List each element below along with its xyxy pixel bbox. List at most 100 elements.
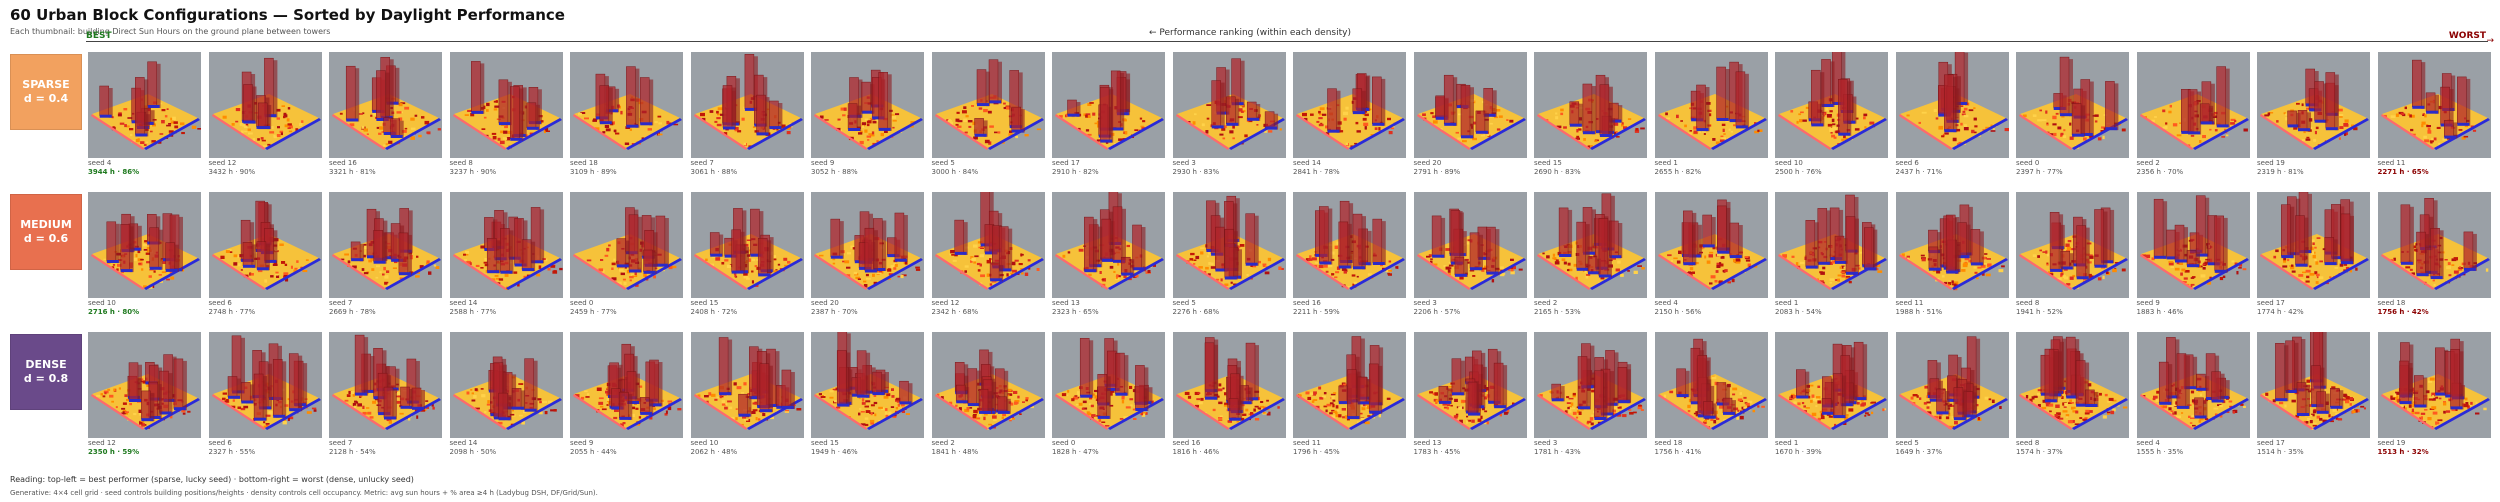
cell-performance-label: 2319 h · 81% [2257, 168, 2304, 176]
cell-performance-label: 2350 h · 59% [88, 448, 140, 456]
cell-performance-label: 1756 h · 42% [2377, 308, 2429, 316]
cell-performance-label: 2342 h · 68% [931, 308, 979, 316]
block-thumbnail [208, 192, 322, 298]
cell-performance-label: 1796 h · 45% [1293, 448, 1340, 456]
cell-seed-label: seed 9 [811, 159, 835, 167]
block-thumbnail [811, 52, 924, 158]
cell-performance-label: 2397 h · 77% [2016, 168, 2063, 176]
cell-seed-label: seed 16 [1172, 439, 1201, 447]
cell-performance-label: 1514 h · 35% [2257, 448, 2304, 456]
config-cell: seed 3 2206 h · 57% [1413, 192, 1527, 317]
footer-generator: Generative: 4×4 cell grid · seed control… [10, 489, 598, 497]
cell-seed-label: seed 3 [1172, 159, 1196, 167]
block-thumbnail [2016, 192, 2129, 298]
page-title: 60 Urban Block Configurations — Sorted b… [10, 6, 565, 24]
block-thumbnail [570, 332, 683, 438]
block-thumbnail [329, 192, 442, 298]
cell-performance-label: 2669 h · 78% [329, 308, 376, 316]
block-thumbnail [2257, 52, 2370, 158]
cell-performance-label: 1781 h · 43% [1534, 448, 1581, 456]
cell-performance-label: 1783 h · 45% [1413, 448, 1461, 456]
config-cell: seed 11 1796 h · 45% [1293, 332, 1406, 457]
cell-performance-label: 2271 h · 65% [2377, 168, 2429, 176]
block-thumbnail [1052, 52, 1165, 158]
cell-seed-label: seed 18 [570, 159, 598, 167]
config-cell: seed 18 3109 h · 89% [570, 52, 683, 177]
cell-seed-label: seed 8 [2016, 299, 2040, 307]
cell-seed-label: seed 14 [1293, 159, 1321, 167]
config-cell: seed 18 1756 h · 41% [1654, 332, 1768, 457]
cell-performance-label: 2276 h · 68% [1172, 308, 1220, 316]
config-cell: seed 3 2930 h · 83% [1172, 52, 1286, 177]
cell-seed-label: seed 4 [2136, 439, 2160, 447]
cell-seed-label: seed 3 [1413, 299, 1437, 307]
config-cell: seed 17 1514 h · 35% [2257, 332, 2370, 457]
block-thumbnail [1534, 192, 1647, 298]
cell-seed-label: seed 9 [570, 439, 594, 447]
block-thumbnail [1895, 52, 2009, 158]
block-thumbnail [2257, 332, 2370, 438]
row-label-name: MEDIUM [20, 218, 72, 231]
cell-seed-label: seed 11 [1293, 439, 1321, 447]
config-cell: seed 5 3000 h · 84% [931, 52, 1045, 177]
arrow-right-icon: → [2486, 36, 2494, 46]
config-cell: seed 8 1941 h · 52% [2016, 192, 2129, 317]
block-thumbnail [88, 332, 201, 438]
cell-performance-label: 3061 h · 88% [690, 168, 738, 176]
row-label-name: SPARSE [22, 78, 70, 91]
cell-seed-label: seed 16 [329, 159, 357, 167]
cell-seed-label: seed 10 [1775, 159, 1803, 167]
block-thumbnail [1775, 192, 1888, 298]
config-cell: seed 3 1781 h · 43% [1534, 332, 1647, 457]
cell-seed-label: seed 14 [449, 299, 478, 307]
cell-seed-label: seed 15 [811, 439, 839, 447]
block-thumbnail [2257, 192, 2370, 298]
cell-performance-label: 2055 h · 44% [570, 448, 617, 456]
cell-performance-label: 1941 h · 52% [2016, 308, 2063, 316]
block-thumbnail [329, 52, 442, 158]
config-cell: seed 11 2271 h · 65% [2377, 52, 2491, 177]
block-thumbnail [811, 192, 924, 298]
config-cell: seed 8 1574 h · 37% [2016, 332, 2129, 457]
cell-seed-label: seed 6 [208, 439, 232, 447]
cell-performance-label: 2098 h · 50% [449, 448, 497, 456]
cell-performance-label: 2128 h · 54% [329, 448, 376, 456]
cell-seed-label: seed 0 [2016, 159, 2040, 167]
block-thumbnail [88, 192, 201, 298]
cell-performance-label: 2690 h · 83% [1534, 168, 1581, 176]
cell-performance-label: 2748 h · 77% [208, 308, 256, 316]
config-cell: seed 9 1883 h · 46% [2136, 192, 2250, 317]
block-thumbnail [1293, 332, 1406, 438]
cell-seed-label: seed 13 [1052, 299, 1080, 307]
cell-seed-label: seed 15 [690, 299, 719, 307]
cell-seed-label: seed 19 [2257, 159, 2285, 167]
cell-seed-label: seed 17 [2257, 439, 2285, 447]
config-cell: seed 9 2055 h · 44% [570, 332, 683, 457]
block-thumbnail [931, 332, 1045, 438]
block-thumbnail [1293, 192, 1406, 298]
block-thumbnail [2136, 192, 2250, 298]
block-thumbnail [2136, 52, 2250, 158]
cell-seed-label: seed 7 [329, 299, 353, 307]
config-cell: seed 10 2500 h · 76% [1775, 52, 1888, 177]
ranking-line [86, 41, 2488, 42]
block-thumbnail [1654, 52, 1768, 158]
block-thumbnail [1413, 52, 1527, 158]
cell-seed-label: seed 14 [449, 439, 478, 447]
cell-seed-label: seed 11 [2377, 159, 2406, 167]
config-cell: seed 1 2655 h · 82% [1654, 52, 1768, 177]
cell-performance-label: 2083 h · 54% [1775, 308, 1822, 316]
cell-performance-label: 2356 h · 70% [2136, 168, 2184, 176]
cell-performance-label: 1774 h · 42% [2257, 308, 2304, 316]
cell-seed-label: seed 6 [1895, 159, 1919, 167]
block-thumbnail [1172, 332, 1286, 438]
config-cell: seed 5 2276 h · 68% [1172, 192, 1286, 317]
config-cell: seed 13 2323 h · 65% [1052, 192, 1165, 317]
row-label-sparse: SPARSE d = 0.4 [10, 54, 82, 130]
cell-performance-label: 1841 h · 48% [931, 448, 979, 456]
block-thumbnail [1172, 192, 1286, 298]
config-cell: seed 2 2165 h · 53% [1534, 192, 1647, 317]
config-cell: seed 11 1988 h · 51% [1895, 192, 2009, 317]
row-label-name: DENSE [25, 358, 67, 371]
block-thumbnail [329, 332, 442, 438]
